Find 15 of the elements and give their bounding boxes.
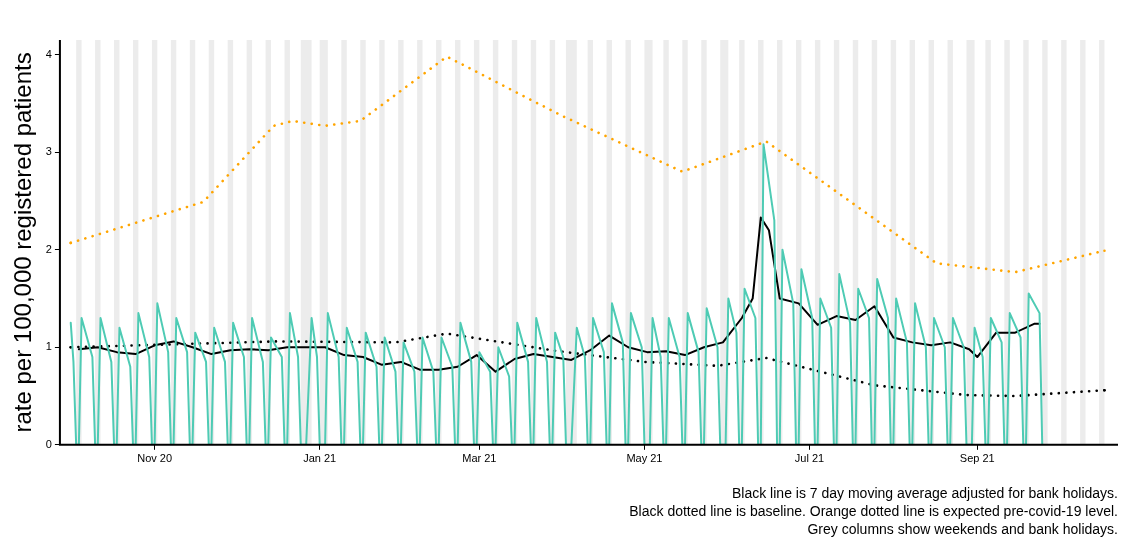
y-tick-label: 3	[45, 145, 52, 158]
x-tick-label: May 21	[626, 452, 663, 465]
text: Black line is 7 day moving average adjusted for bank holidays.	[732, 485, 1118, 501]
x-tick-label: Jul 21	[794, 452, 825, 465]
y-axis-title: rate per 100,000 registered patients	[9, 52, 37, 433]
y-tick-label: 1	[45, 340, 52, 353]
text: Grey columns show weekends and bank holidays.	[807, 521, 1118, 537]
x-tick-label: Jan 21	[303, 452, 337, 465]
x-tick-label: Sep 21	[959, 452, 995, 465]
x-tick-label: Mar 21	[462, 452, 497, 465]
text: Black dotted line is baseline. Orange dotted line is expected pre-covid-19 level.	[629, 503, 1118, 519]
y-tick-label: 0	[45, 437, 52, 450]
x-tick-label: Nov 20	[137, 452, 173, 465]
y-tick-label: 2	[45, 242, 52, 255]
y-tick-label: 4	[45, 47, 52, 60]
